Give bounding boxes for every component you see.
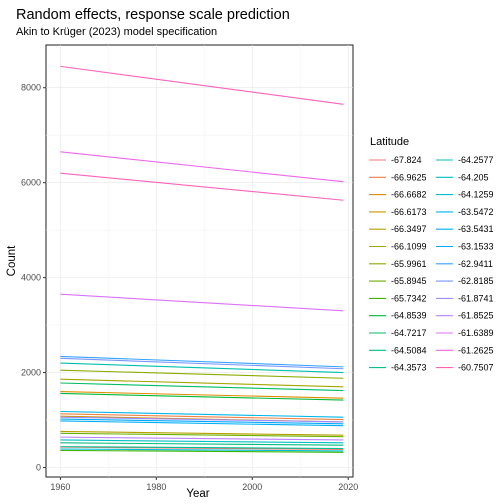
series-line: [60, 449, 344, 453]
x-tick-label: 2020: [338, 482, 358, 492]
legend-label: -64.2577: [458, 155, 494, 165]
legend-label: -62.8185: [458, 276, 494, 286]
legend-title: Latitude: [370, 136, 409, 148]
legend-label: -64.205: [458, 172, 489, 182]
series-line: [60, 151, 344, 183]
series-line: [60, 442, 344, 446]
x-axis-title: Year: [186, 488, 209, 500]
series-line: [60, 418, 344, 425]
series-line: [60, 378, 344, 388]
y-tick-label: 4000: [21, 273, 41, 283]
legend-label: -61.8525: [458, 311, 494, 321]
legend: -67.824 -66.9625 -66.6682 -66.6173 -66.3497 -…: [369, 155, 494, 373]
series-line: [60, 65, 344, 105]
series-line: [60, 432, 344, 438]
x-tick-label: 2000: [242, 482, 262, 492]
legend-label: -66.1099: [391, 242, 427, 252]
legend-label: -64.8539: [391, 311, 427, 321]
series-line: [60, 355, 344, 368]
plot-panel: [45, 44, 354, 478]
legend-label: -64.5084: [391, 345, 427, 355]
x-tick-label: 1980: [146, 482, 166, 492]
legend-label: -63.5472: [458, 207, 494, 217]
y-tick-label: 0: [36, 463, 41, 473]
legend-label: -65.7342: [391, 293, 427, 303]
series-line: [60, 293, 344, 312]
y-axis-title: Count: [6, 245, 18, 276]
series-line: [60, 357, 344, 370]
legend-label: -66.6682: [391, 190, 427, 200]
legend-label: -66.3497: [391, 224, 427, 234]
series-line: [60, 430, 344, 436]
series-line: [60, 172, 344, 201]
series-line: [60, 416, 344, 423]
chart-title: Random effects, response scale predictio…: [16, 7, 290, 23]
series-line: [60, 382, 344, 392]
series-line: [60, 446, 344, 451]
y-tick-label: 8000: [21, 83, 41, 93]
legend-label: -67.824: [391, 155, 422, 165]
legend-label: -66.6173: [391, 207, 427, 217]
legend-label: -60.7507: [458, 363, 494, 373]
series-line: [60, 446, 344, 450]
legend-label: -64.3573: [391, 363, 427, 373]
legend-label: -65.9961: [391, 259, 427, 269]
legend-label: -62.9411: [458, 259, 493, 269]
minor-grid: [46, 45, 353, 477]
major-grid: [46, 45, 353, 477]
legend-label: -61.8741: [458, 293, 494, 303]
series-lines: [60, 65, 344, 453]
series-line: [60, 439, 344, 444]
legend-label: -64.1259: [458, 190, 494, 200]
axis-ticks: 1960 1980 2000 2020 0 2000 4000 6000 8000: [21, 83, 358, 492]
legend-label: -66.9625: [391, 172, 427, 182]
series-line: [60, 413, 344, 421]
y-tick-label: 6000: [21, 178, 41, 188]
series-line: [60, 362, 344, 374]
x-tick-label: 1960: [50, 482, 70, 492]
legend-label: -64.7217: [391, 328, 427, 338]
series-line: [60, 390, 344, 399]
legend-label: -63.1533: [458, 242, 494, 252]
chart-subtitle: Akin to Krüger (2023) model specificatio…: [16, 26, 217, 38]
series-line: [60, 420, 344, 427]
y-tick-label: 2000: [21, 368, 41, 378]
legend-label: -61.6389: [458, 328, 494, 338]
legend-label: -65.8945: [391, 276, 427, 286]
series-line: [60, 410, 344, 418]
series-line: [60, 369, 344, 379]
legend-label: -61.2625: [458, 345, 494, 355]
legend-label: -63.5431: [458, 224, 494, 234]
series-line: [60, 448, 344, 452]
series-line: [60, 436, 344, 441]
series-line: [60, 392, 344, 401]
